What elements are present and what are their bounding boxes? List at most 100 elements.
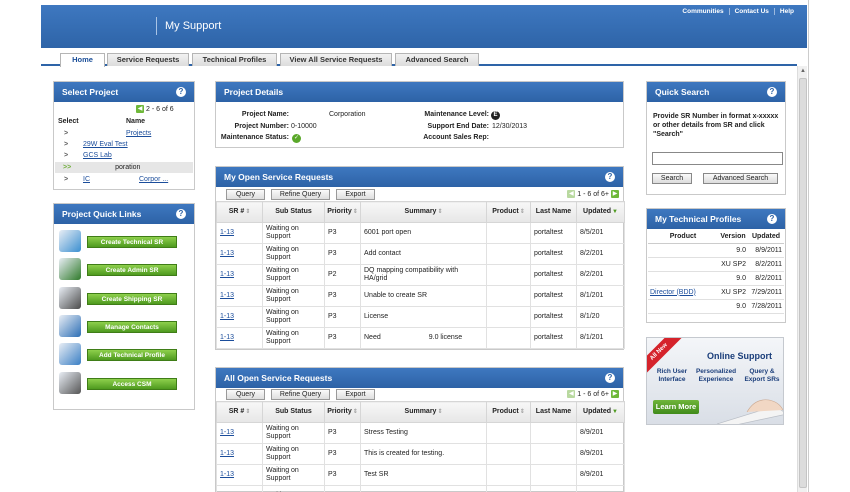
sort-icon[interactable]: ▼ (612, 409, 618, 415)
project-select-chevron[interactable]: > (64, 141, 69, 148)
tab-home[interactable]: Home (60, 53, 105, 67)
quick-link-button[interactable]: Add Technical Profile (87, 349, 177, 362)
sr-number-link[interactable]: 1-13 (216, 327, 263, 349)
scroll-thumb[interactable] (799, 78, 807, 488)
sort-icon[interactable]: ⇕ (352, 409, 358, 415)
advanced-search-button[interactable]: Advanced Search (703, 173, 778, 184)
learn-more-button[interactable]: Learn More (653, 400, 699, 414)
next-page-icon[interactable]: ▶ (611, 390, 619, 398)
tab-view-all-service-requests[interactable]: View All Service Requests (280, 53, 392, 66)
cell-product[interactable] (648, 257, 718, 272)
quick-link-button[interactable]: Create Technical SR (87, 236, 177, 248)
prev-page-icon[interactable]: ◀ (567, 190, 576, 198)
search-button[interactable]: Search (652, 173, 692, 184)
quick-link-button[interactable]: Create Admin SR (87, 264, 177, 277)
sort-icon[interactable]: ⇕ (519, 209, 525, 215)
table-row[interactable]: 1-13 Waiting on Support P3 This is created … (216, 443, 625, 465)
column-header[interactable]: Sub Status (262, 401, 325, 423)
column-header[interactable]: Priority⇕ (324, 401, 361, 423)
sr-number-link[interactable]: 1-13 (216, 243, 263, 265)
help-icon[interactable]: ? (605, 172, 615, 182)
column-header[interactable]: Summary⇕ (360, 201, 487, 223)
table-row[interactable]: 1-13 Waiting on Support P3 Need 9.0 license p… (216, 327, 625, 349)
tab-advanced-search[interactable]: Advanced Search (395, 53, 479, 66)
prev-page-icon[interactable]: ◀ (136, 105, 144, 113)
help-link[interactable]: Help (773, 8, 799, 15)
contacts-icon[interactable] (59, 314, 81, 337)
table-row[interactable]: 1-13 Waiting on Support P3 Add contact porta… (216, 243, 625, 265)
cell-product[interactable]: Director (BDD) (648, 285, 718, 300)
cell-product[interactable] (648, 243, 718, 258)
project-name-link[interactable]: Corpor ... (139, 176, 169, 183)
cell-product[interactable] (648, 299, 718, 314)
sort-icon[interactable]: ⇕ (437, 409, 443, 415)
column-header[interactable]: Sub Status (262, 201, 325, 223)
export-button[interactable]: Export (336, 189, 375, 200)
communities-link[interactable]: Communities (682, 8, 724, 15)
technical-sr-icon[interactable] (59, 230, 81, 252)
export-button[interactable]: Export (336, 389, 375, 400)
admin-sr-icon[interactable] (59, 258, 81, 281)
table-row[interactable]: 9.0 8/2/2011 (648, 271, 784, 286)
sr-number-link[interactable]: 1-13 (216, 222, 263, 244)
table-row[interactable]: 1-13 Waiting on Support P3 Stress Testing 8/… (216, 422, 625, 444)
refine-query-button[interactable]: Refine Query (271, 189, 330, 200)
refine-query-button[interactable]: Refine Query (271, 389, 330, 400)
query-button[interactable]: Query (226, 189, 265, 200)
help-icon[interactable]: ? (176, 87, 186, 97)
tab-technical-profiles[interactable]: Technical Profiles (192, 53, 277, 66)
table-row[interactable]: 1-13 Waiting on Support P3 License portaltes… (216, 306, 625, 328)
project-name-link[interactable]: 29W Eval Test (83, 141, 128, 148)
sr-number-link[interactable]: 1-13 (216, 285, 263, 307)
help-icon[interactable]: ? (605, 373, 615, 383)
vertical-scrollbar[interactable]: ▲ (797, 66, 807, 492)
prev-page-icon[interactable]: ◀ (567, 390, 576, 398)
sort-icon[interactable]: ▼ (612, 209, 618, 215)
table-row[interactable]: XU SP2 8/2/2011 (648, 257, 784, 272)
table-row[interactable]: 1-13 Waiting on Support P3 Test SR 8/9/201 (216, 464, 625, 486)
project-name-link[interactable]: GCS Lab (83, 152, 112, 159)
table-row[interactable]: 1-13 Waiting on Support P2 DQ mapping compa… (216, 264, 625, 286)
sr-number-link[interactable]: 1-13 (216, 264, 263, 286)
sort-icon[interactable]: ⇕ (245, 409, 251, 415)
sr-number-link[interactable]: 1-13 (216, 443, 263, 465)
column-header[interactable]: Updated▼ (576, 401, 625, 423)
help-icon[interactable]: ? (767, 214, 777, 224)
project-name-link[interactable]: Projects (126, 130, 152, 137)
column-header[interactable]: Last Name (530, 201, 577, 223)
sort-icon[interactable]: ⇕ (245, 209, 251, 215)
sort-icon[interactable]: ⇕ (519, 409, 525, 415)
sr-number-link[interactable]: 1-13 (216, 464, 263, 486)
table-row[interactable]: Waiting on (216, 485, 625, 492)
project-select-chevron[interactable]: > (64, 130, 69, 137)
column-header[interactable]: Updated▼ (576, 201, 625, 223)
next-page-icon[interactable]: ▶ (611, 190, 619, 198)
shipping-sr-icon[interactable] (59, 286, 81, 309)
column-header[interactable]: Product⇕ (486, 201, 531, 223)
tab-service-requests[interactable]: Service Requests (107, 53, 189, 66)
help-icon[interactable]: ? (176, 209, 186, 219)
project-select-chevron[interactable]: > (64, 176, 69, 183)
sort-icon[interactable]: ⇕ (437, 209, 443, 215)
table-row[interactable]: 9.0 8/9/2011 (648, 243, 784, 258)
column-header[interactable]: Last Name (530, 401, 577, 423)
online-support-promo[interactable]: All New Online Support Rich User Interfa… (646, 337, 784, 425)
table-row[interactable]: 1-13 Waiting on Support P3 Unable to create… (216, 285, 625, 307)
quick-link-button[interactable]: Create Shipping SR (87, 292, 177, 305)
sr-number-link[interactable] (216, 485, 263, 492)
column-header[interactable]: SR #⇕ (216, 401, 263, 423)
table-row[interactable]: Director (BDD) XU SP2 7/29/2011 (648, 285, 784, 300)
query-button[interactable]: Query (226, 389, 265, 400)
quick-link-button[interactable]: Access CSM (87, 377, 177, 390)
column-header[interactable]: Product⇕ (486, 401, 531, 423)
quick-link-button[interactable]: Manage Contacts (87, 320, 177, 333)
sort-icon[interactable]: ⇕ (352, 209, 358, 215)
table-row[interactable]: 9.0 7/28/2011 (648, 299, 784, 314)
column-header[interactable]: Priority⇕ (324, 201, 361, 223)
quick-search-input[interactable] (652, 152, 783, 165)
sr-number-link[interactable]: 1-13 (216, 422, 263, 444)
csm-tools-icon[interactable] (59, 371, 81, 394)
table-row[interactable]: 1-13 Waiting on Support P3 6001 port open po… (216, 222, 625, 244)
technical-profile-icon[interactable] (59, 343, 81, 366)
column-header[interactable]: SR #⇕ (216, 201, 263, 223)
